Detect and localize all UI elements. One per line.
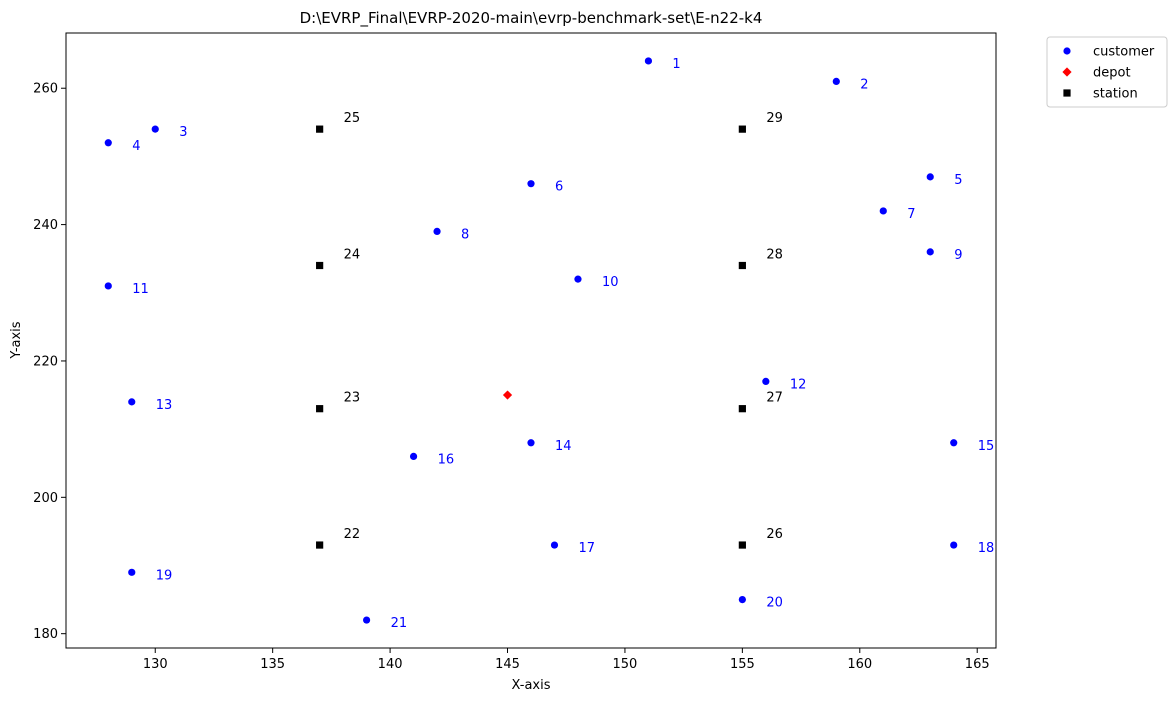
- customer-point: [527, 180, 535, 188]
- x-tick-label: 160: [847, 657, 872, 672]
- customer-point-label: 18: [978, 541, 995, 556]
- customer-point-label: 20: [766, 596, 783, 611]
- customer-point-label: 19: [156, 568, 173, 583]
- x-tick-label: 135: [260, 657, 285, 672]
- customer-point: [879, 207, 887, 215]
- legend-station-label: station: [1093, 87, 1138, 102]
- station-point-label: 25: [344, 111, 361, 126]
- station-point-label: 23: [344, 391, 361, 406]
- x-tick-label: 145: [495, 657, 520, 672]
- customer-point: [128, 398, 136, 406]
- x-tick-label: 155: [730, 657, 755, 672]
- legend-frame: [1046, 36, 1168, 108]
- customer-point-label: 17: [578, 541, 595, 556]
- customer-point-label: 15: [978, 439, 995, 454]
- y-axis-title: Y-axis: [9, 321, 24, 359]
- customer-point-label: 1: [672, 57, 680, 72]
- legend-depot-marker: [1062, 67, 1072, 77]
- customer-point: [574, 275, 582, 283]
- station-point-label: 26: [766, 527, 783, 542]
- customer-point-label: 6: [555, 180, 563, 195]
- customer-point: [550, 541, 559, 549]
- customer-point: [926, 248, 934, 256]
- station-point: [738, 261, 746, 270]
- x-tick-label: 150: [613, 657, 638, 672]
- customer-point-label: 14: [555, 439, 572, 454]
- customer-point-label: 7: [907, 207, 915, 222]
- customer-point: [104, 139, 112, 147]
- customer-point: [950, 541, 958, 549]
- station-point: [738, 125, 746, 133]
- customer-point-label: 16: [438, 452, 455, 467]
- x-axis-title: X-axis: [512, 678, 551, 693]
- station-point: [738, 405, 746, 413]
- station-point-label: 28: [766, 248, 783, 263]
- customer-point-label: 13: [156, 398, 173, 413]
- station-point-label: 29: [766, 111, 783, 126]
- station-point: [738, 541, 746, 549]
- legend-customer-label: customer: [1093, 45, 1155, 60]
- legend: customer depot station: [1046, 36, 1168, 108]
- customer-point-label: 8: [461, 227, 469, 242]
- legend-customer-marker: [1063, 47, 1071, 55]
- customer-point: [926, 173, 934, 181]
- customer-point: [409, 452, 418, 461]
- station-point: [316, 125, 324, 133]
- station-point: [316, 541, 324, 549]
- customer-point: [104, 282, 112, 290]
- customer-point-label: 5: [954, 173, 962, 188]
- station-point-label: 22: [344, 527, 361, 542]
- station-point-label: 27: [766, 391, 783, 406]
- customer-point-label: 3: [179, 125, 187, 140]
- x-tick-label: 140: [378, 657, 403, 672]
- customer-point: [950, 439, 958, 447]
- station-point: [316, 261, 324, 270]
- customer-point-label: 9: [954, 248, 962, 263]
- customer-point-label: 21: [391, 616, 408, 631]
- x-tick-label: 130: [143, 657, 168, 672]
- station-point-label: 24: [344, 248, 361, 263]
- x-tick-label: 165: [965, 657, 990, 672]
- customer-point: [433, 227, 441, 236]
- customer-point-label: 2: [860, 77, 868, 92]
- customer-point-label: 12: [790, 377, 807, 392]
- legend-depot-label: depot: [1093, 66, 1131, 81]
- customer-point-label: 10: [602, 275, 619, 290]
- y-tick-label: 240: [33, 218, 58, 233]
- station-point: [316, 405, 324, 413]
- y-tick-label: 260: [33, 82, 58, 97]
- customer-point-label: 4: [132, 139, 140, 154]
- depot-point: [502, 390, 513, 400]
- y-tick-label: 220: [33, 354, 58, 369]
- y-tick-label: 180: [33, 627, 58, 642]
- customer-point: [128, 568, 136, 576]
- customer-point-label: 11: [132, 282, 149, 297]
- customer-point: [363, 616, 371, 624]
- chart-title: D:\EVRP_Final\EVRP-2020-main\evrp-benchm…: [300, 9, 763, 28]
- y-tick-label: 200: [33, 491, 58, 506]
- legend-station-marker: [1063, 89, 1071, 97]
- customer-point: [151, 125, 159, 133]
- customer-point: [738, 595, 746, 604]
- plot-frame: [65, 32, 997, 649]
- customer-point: [762, 377, 770, 386]
- customer-point: [527, 439, 535, 447]
- customer-point: [832, 77, 840, 86]
- customer-point: [644, 57, 653, 65]
